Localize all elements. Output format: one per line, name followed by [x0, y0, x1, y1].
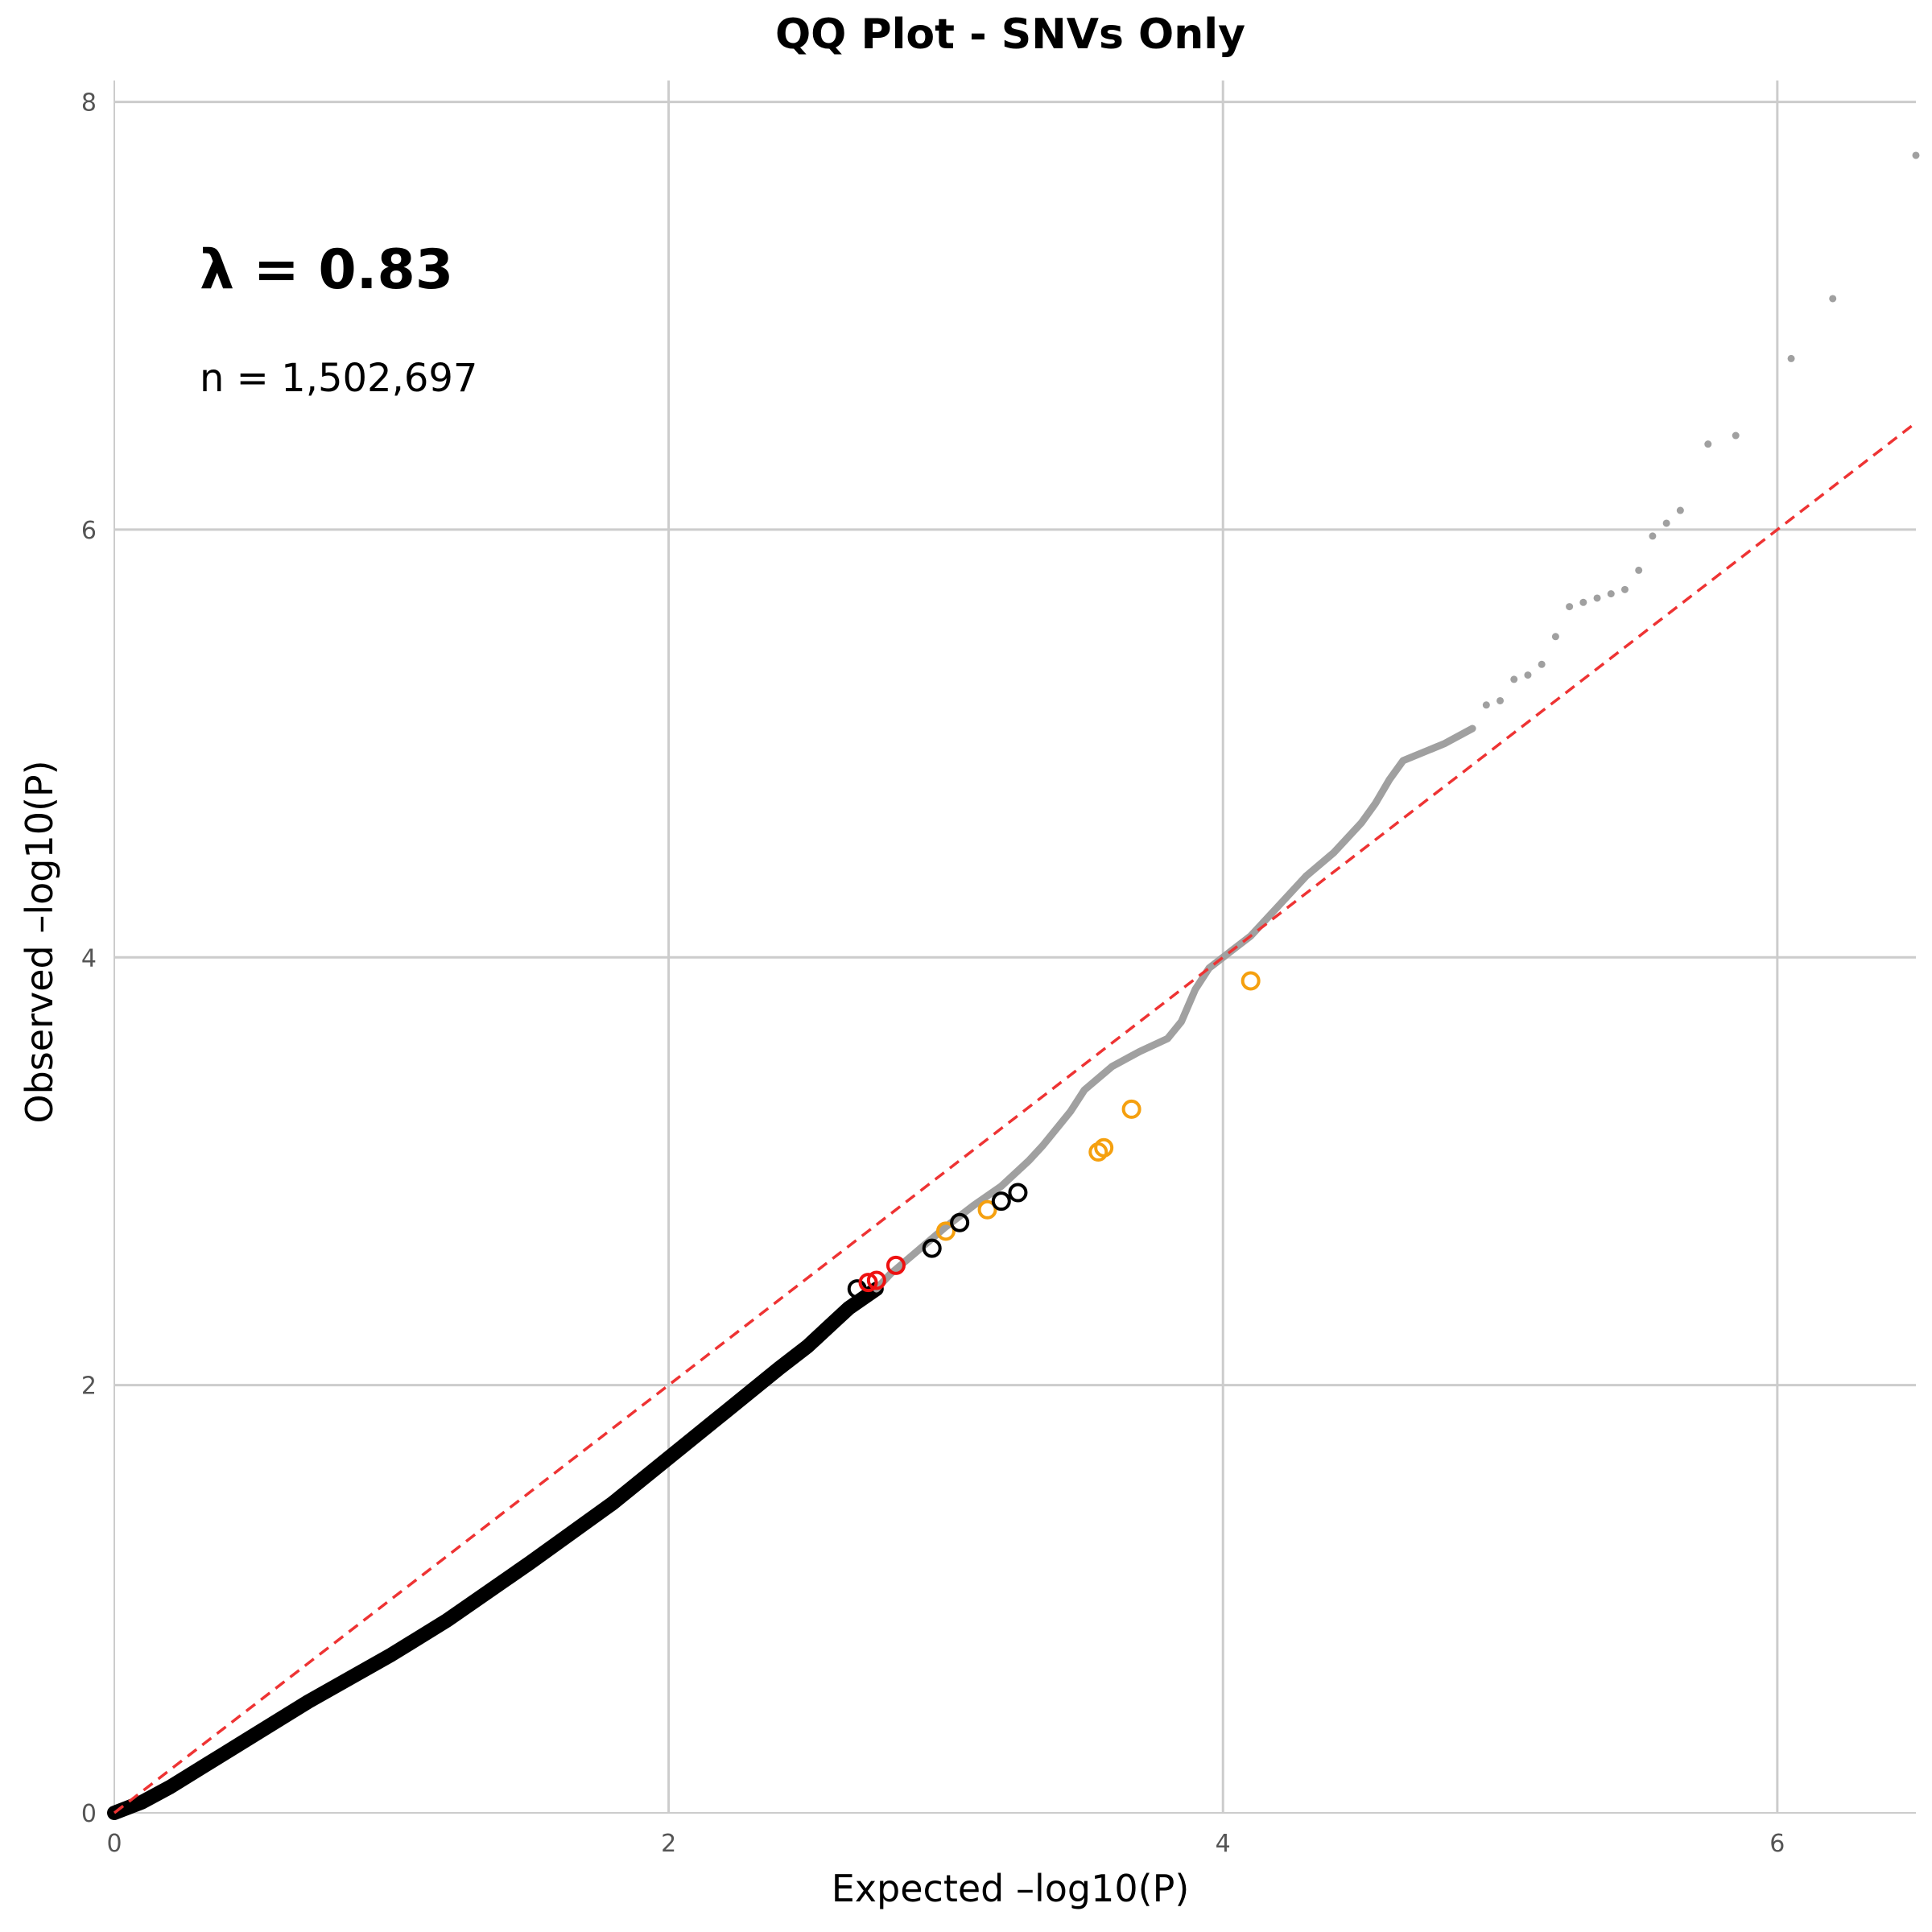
tail-point	[1551, 633, 1559, 641]
x-tick-label: 2	[661, 1830, 676, 1858]
tick-labels: 0 2 4 6 0 2 4 6 8	[81, 89, 1785, 1858]
tail-point	[1482, 701, 1490, 709]
tail-points-curve	[873, 724, 1476, 1293]
tail-point	[1787, 354, 1795, 362]
highlight-point-black	[922, 1238, 942, 1258]
highlight-point-red	[866, 1270, 886, 1290]
tail-point	[1635, 566, 1643, 574]
y-tick-label: 2	[81, 1373, 97, 1401]
tail-point	[1607, 590, 1615, 598]
y-tick-label: 0	[81, 1800, 97, 1828]
tail-point	[1510, 675, 1518, 683]
reference-line	[113, 421, 1918, 1814]
x-tick-label: 4	[1216, 1830, 1231, 1858]
highlight-point-orange	[1121, 1099, 1141, 1119]
highlight-point-orange	[977, 1199, 997, 1220]
tail-point	[1593, 594, 1601, 602]
tail-point	[1649, 532, 1657, 540]
tail-point	[1579, 598, 1587, 606]
grid-lines	[114, 80, 1916, 1813]
highlight-point-orange	[935, 1221, 956, 1241]
y-axis-label: Observed –log10(P)	[18, 760, 61, 1123]
tail-point	[1704, 440, 1712, 448]
highlight-point-red	[886, 1255, 906, 1275]
highlight-point-black	[1008, 1183, 1028, 1203]
bulk-points-curve	[107, 1282, 884, 1820]
highlight-points	[847, 971, 1261, 1299]
highlight-point-orange	[1241, 971, 1261, 991]
tail-point	[1662, 519, 1670, 527]
tail-point	[1620, 585, 1629, 593]
tail-point	[1676, 506, 1684, 514]
data-series	[107, 151, 1920, 1820]
chart-title: QQ Plot - SNVs Only	[775, 10, 1245, 59]
tail-point	[1538, 660, 1546, 668]
tail-point	[1829, 295, 1837, 303]
lambda-annotation: λ = 0.83	[200, 238, 453, 302]
highlight-point-black	[950, 1212, 970, 1232]
tail-point	[1566, 603, 1574, 611]
y-tick-label: 6	[81, 517, 97, 545]
tail-point	[1524, 671, 1532, 679]
y-tick-label: 8	[81, 89, 97, 118]
x-axis-label: Expected –log10(P)	[832, 1867, 1190, 1910]
n-annotation: n = 1,502,697	[200, 356, 477, 401]
highlight-point-orange	[1094, 1137, 1114, 1158]
y-tick-label: 4	[81, 944, 97, 972]
x-tick-label: 6	[1769, 1830, 1785, 1858]
tail-point	[1732, 431, 1740, 440]
highlight-point-red	[858, 1273, 878, 1293]
x-tick-label: 0	[106, 1830, 122, 1858]
tail-point	[1496, 696, 1505, 704]
reference-line-group	[113, 421, 1918, 1814]
tail-point	[1912, 151, 1920, 159]
highlight-point-black	[991, 1191, 1011, 1212]
